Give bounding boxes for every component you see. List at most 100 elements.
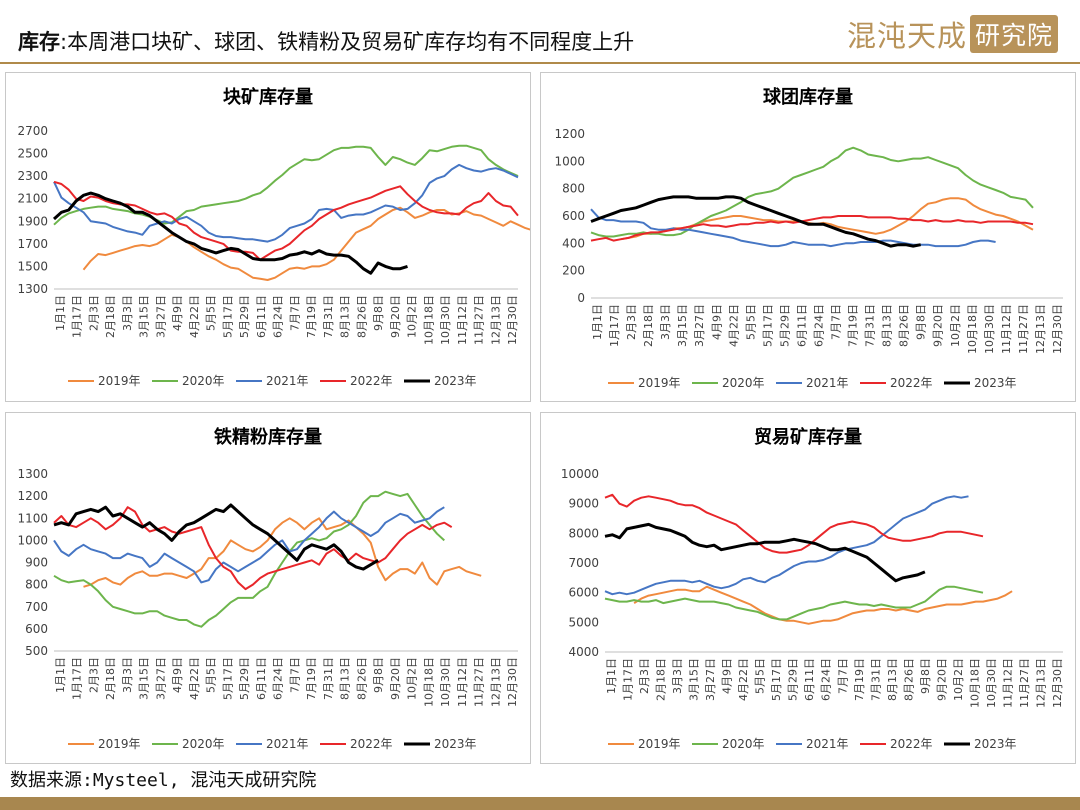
y-tick-label: 600 <box>562 209 585 223</box>
page-title-text: 本周港口块矿、球团、铁精粉及贸易矿库存均有不同程度上升 <box>67 30 635 54</box>
chart-title: 块矿库存量 <box>223 86 313 108</box>
x-tick-label: 3月27日 <box>693 304 706 347</box>
footer-bar <box>0 797 1080 810</box>
x-tick-label: 4月22日 <box>188 295 201 338</box>
x-tick-label: 1月1日 <box>54 295 67 331</box>
x-tick-label: 9月8日 <box>372 657 385 693</box>
x-tick-label: 8月13日 <box>881 304 894 347</box>
series-line-2023年 <box>52 191 408 275</box>
y-tick-label: 2100 <box>17 192 48 206</box>
x-tick-label: 10月18日 <box>968 658 981 708</box>
x-tick-label: 3月3日 <box>121 295 134 331</box>
x-tick-label: 1月1日 <box>591 304 604 340</box>
x-tick-label: 2月3日 <box>87 295 100 331</box>
x-tick-label: 11月27日 <box>473 657 486 707</box>
x-tick-label: 9月8日 <box>919 658 932 694</box>
x-tick-label: 2月18日 <box>104 657 117 700</box>
x-tick-label: 10月2日 <box>406 295 419 338</box>
x-tick-label: 4月22日 <box>737 658 750 701</box>
chart-concentrate: 铁精粉库存量 500 600 700 800 900 1000 1100 1200 1300 1月1… <box>17 426 519 751</box>
series-line-2020年 <box>53 144 519 226</box>
x-tick-label: 3月15日 <box>688 658 701 701</box>
legend-label: 2020年 <box>722 376 765 390</box>
chart-panel-trade-ore: 贸易矿库存量 4000 5000 6000 7000 8000 9000 10000 1月1日 1… <box>540 412 1076 764</box>
y-tick-label: 1000 <box>554 154 585 168</box>
x-tick-label: 10月2日 <box>952 658 965 701</box>
x-tick-label: 7月31日 <box>322 657 335 700</box>
x-tick-label: 10月2日 <box>406 657 419 700</box>
y-tick-label: 0 <box>577 291 585 305</box>
x-tick-label: 3月15日 <box>138 295 151 338</box>
x-tick-label: 10月18日 <box>422 657 435 707</box>
x-tick-label: 4月22日 <box>727 304 740 347</box>
y-tick-label: 1200 <box>554 127 585 141</box>
legend-label: 2022年 <box>350 737 393 751</box>
x-tick-label: 7月7日 <box>288 295 301 331</box>
y-tick-label: 1300 <box>17 467 48 481</box>
legend-label: 2023年 <box>974 737 1017 751</box>
x-tick-label: 1月1日 <box>54 657 67 693</box>
series-line-2022年 <box>53 180 519 261</box>
x-tick-label: 12月30日 <box>1051 658 1064 708</box>
x-tick-label: 6月11日 <box>255 295 268 338</box>
x-tick-label: 8月26日 <box>355 295 368 338</box>
x-tick-label: 6月24日 <box>272 657 285 700</box>
logo: 混沌天成 研究院 <box>847 14 1058 54</box>
y-tick-label: 400 <box>562 236 585 250</box>
source-note: 数据来源:Mysteel, 混沌天成研究院 <box>10 770 317 791</box>
x-tick-label: 5月29日 <box>238 657 251 700</box>
legend-label: 2022年 <box>890 737 933 751</box>
series-line-2021年 <box>53 163 519 243</box>
chart-pellet: 球团库存量 0 200 400 600 800 1000 1200 1月1日 1月17日 2月3日 2… <box>554 86 1064 390</box>
x-tick-label: 5月17日 <box>761 304 774 347</box>
x-tick-label: 3月15日 <box>676 304 689 347</box>
series-line-2022年 <box>604 493 984 554</box>
x-tick-label: 1月17日 <box>71 657 84 700</box>
header: 库存:本周港口块矿、球团、铁精粉及贸易矿库存均有不同程度上升 混沌天成 研究院 <box>0 0 1080 62</box>
x-tick-label: 8月26日 <box>355 657 368 700</box>
x-tick-label: 2月3日 <box>625 304 638 340</box>
y-tick-label: 600 <box>25 622 48 636</box>
y-tick-label: 6000 <box>568 586 599 600</box>
x-tick-label: 8月13日 <box>886 658 899 701</box>
x-tick-label: 11月12日 <box>1001 658 1014 708</box>
y-tick-label: 8000 <box>568 526 599 540</box>
x-tick-label: 3月27日 <box>154 295 167 338</box>
series-line-2020年 <box>590 146 1034 238</box>
x-tick-label: 2月3日 <box>87 657 100 693</box>
x-tick-label: 11月27日 <box>1018 658 1031 708</box>
x-tick-label: 5月29日 <box>787 658 800 701</box>
legend-label: 2023年 <box>434 737 477 751</box>
y-tick-label: 1200 <box>17 489 48 503</box>
x-tick-label: 2月18日 <box>642 304 655 347</box>
x-tick-label: 2月18日 <box>104 295 117 338</box>
legend-label: 2023年 <box>974 376 1017 390</box>
x-tick-label: 10月30日 <box>439 295 452 345</box>
legend-label: 2021年 <box>806 376 849 390</box>
x-tick-label: 11月12日 <box>1000 304 1013 354</box>
legend-label: 2019年 <box>98 374 141 388</box>
chart-trade-ore: 贸易矿库存量 4000 5000 6000 7000 8000 9000 10000 1月1日 1… <box>561 426 1064 751</box>
x-tick-label: 9月20日 <box>935 658 948 701</box>
x-tick-label: 12月30日 <box>506 657 519 707</box>
x-tick-label: 1月17日 <box>622 658 635 701</box>
series-line-2019年 <box>82 206 530 281</box>
legend-label: 2019年 <box>98 737 141 751</box>
x-tick-label: 5月5日 <box>754 658 767 694</box>
x-tick-label: 10月30日 <box>983 304 996 354</box>
x-tick-label: 5月5日 <box>205 657 218 693</box>
chart-panel-lump-ore: 块矿库存量 1300 1500 1700 1900 2100 2300 2500 2700 1月1… <box>5 72 531 402</box>
legend-label: 2022年 <box>890 376 933 390</box>
x-tick-label: 5月17日 <box>221 295 234 338</box>
x-tick-label: 7月31日 <box>322 295 335 338</box>
page-title: 库存:本周港口块矿、球团、铁精粉及贸易矿库存均有不同程度上升 <box>18 26 634 56</box>
x-tick-label: 7月19日 <box>853 658 866 701</box>
x-tick-label: 7月7日 <box>288 657 301 693</box>
x-tick-label: 11月27日 <box>1017 304 1030 354</box>
x-tick-label: 1月17日 <box>608 304 621 347</box>
y-tick-label: 2500 <box>17 147 48 161</box>
x-tick-label: 7月19日 <box>305 657 318 700</box>
x-tick-label: 1月1日 <box>605 658 618 694</box>
y-tick-label: 500 <box>25 644 48 658</box>
series-line-2023年 <box>53 503 379 571</box>
